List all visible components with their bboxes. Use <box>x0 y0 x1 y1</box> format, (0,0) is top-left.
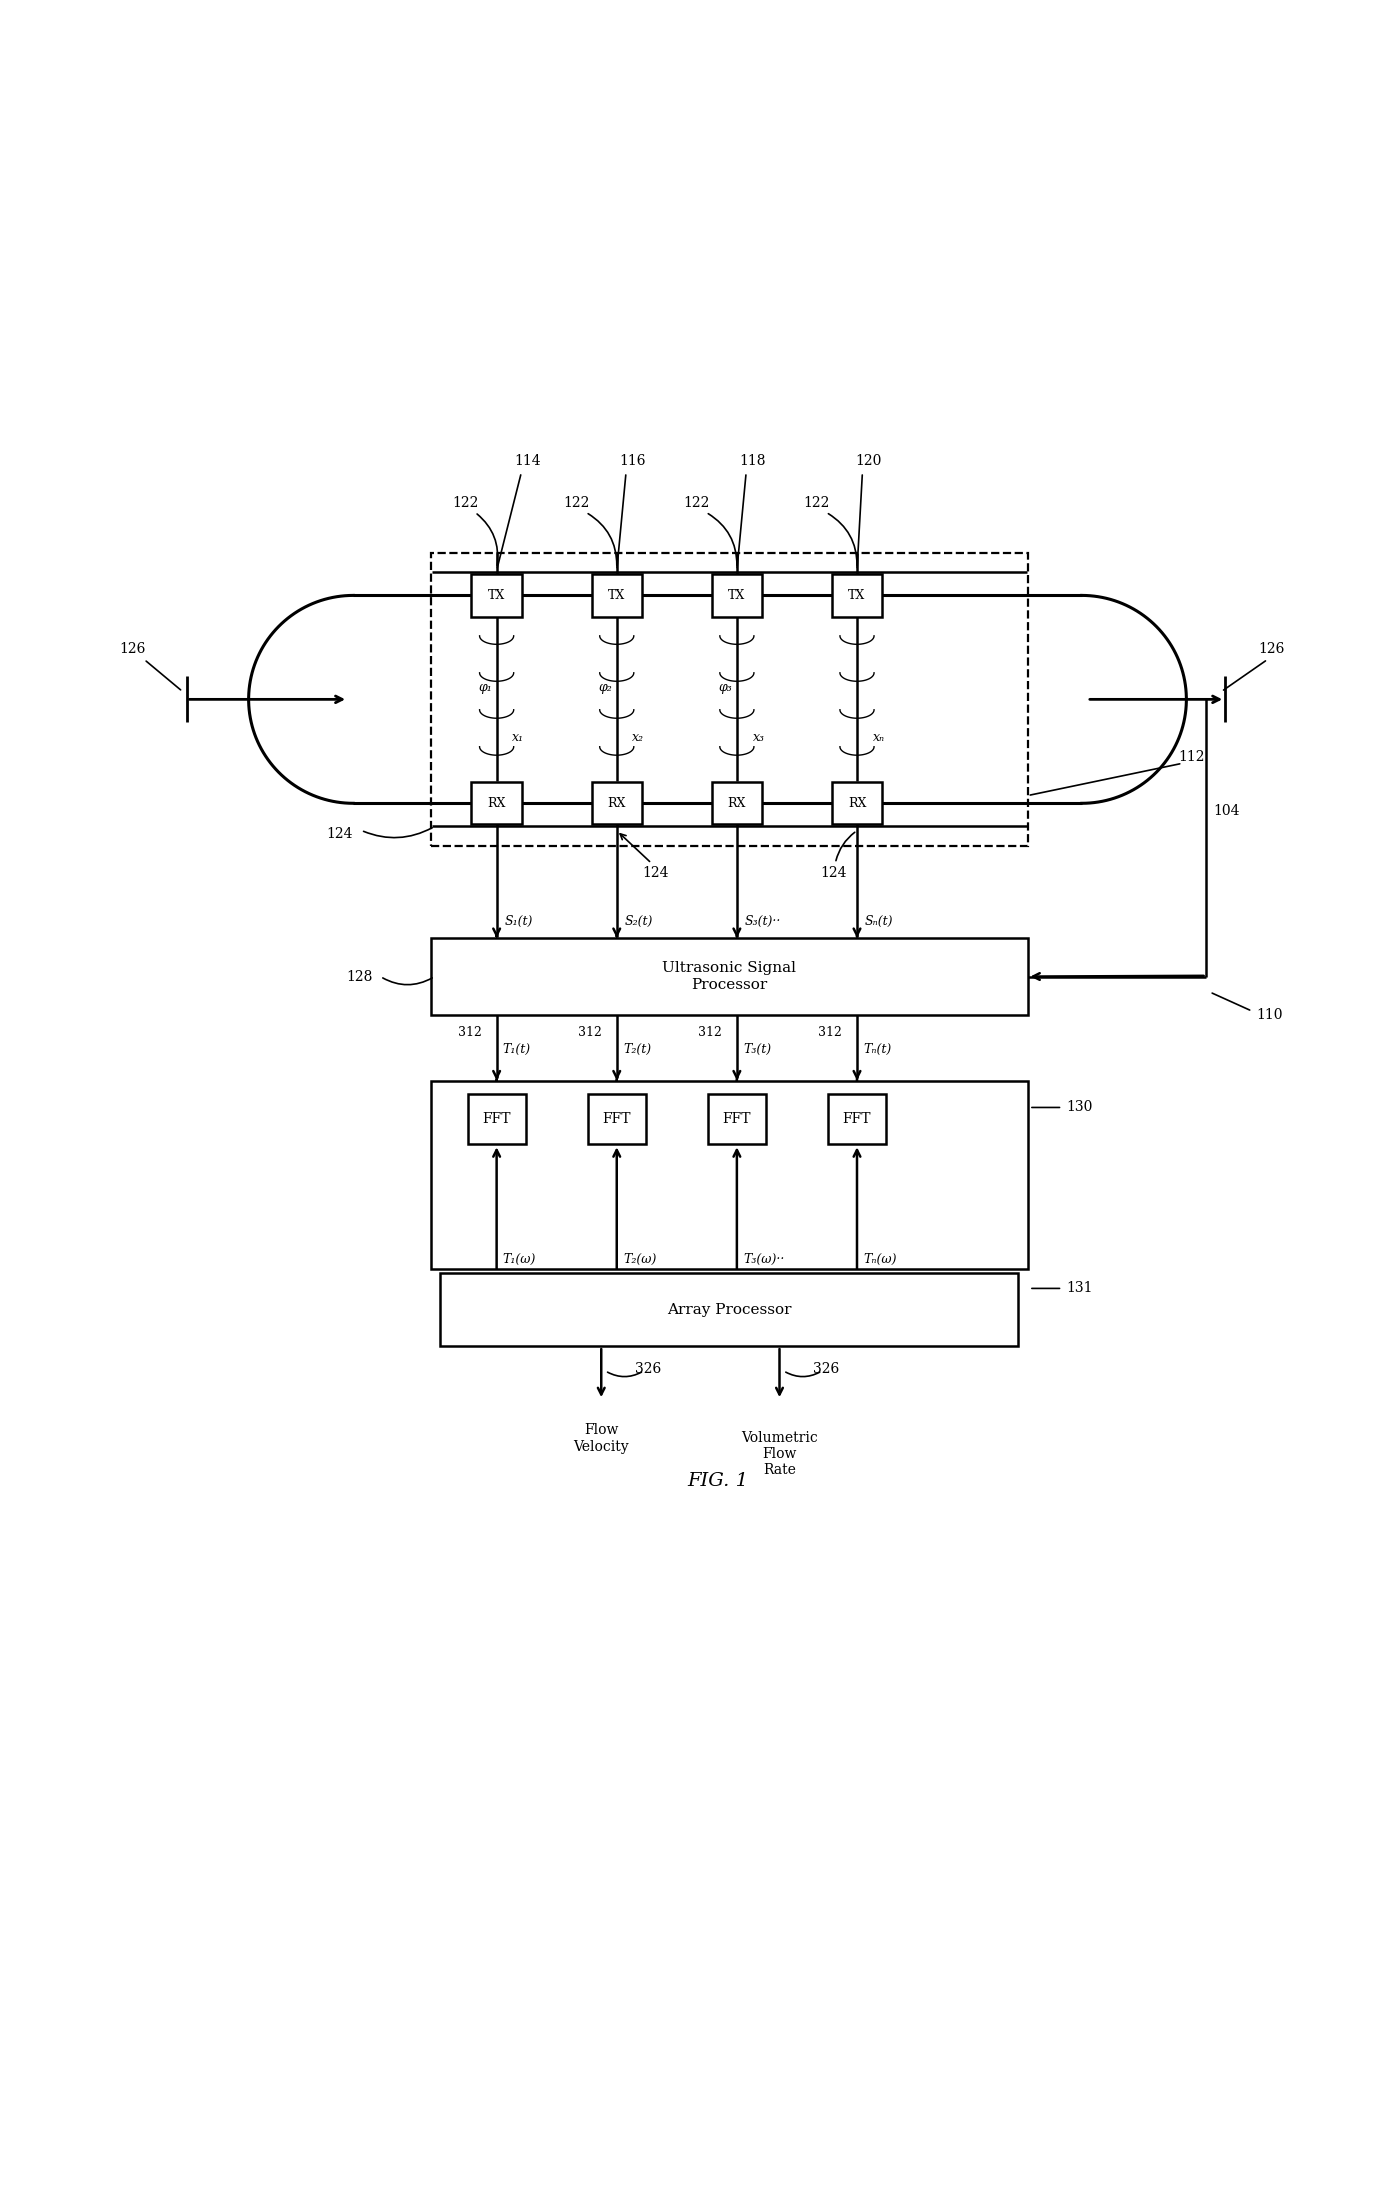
Text: φ₃: φ₃ <box>718 680 732 694</box>
Text: T₂(t): T₂(t) <box>623 1043 651 1056</box>
Bar <box>472 782 522 824</box>
Bar <box>832 782 882 824</box>
Text: 128: 128 <box>346 970 372 983</box>
Bar <box>431 552 1028 846</box>
Bar <box>431 939 1028 1016</box>
Text: 124: 124 <box>643 866 669 879</box>
Text: 312: 312 <box>818 1025 841 1038</box>
Text: 131: 131 <box>1067 1281 1093 1294</box>
Bar <box>588 1093 645 1144</box>
Text: Sₙ(t): Sₙ(t) <box>865 915 893 928</box>
Text: S₃(t)··: S₃(t)·· <box>745 915 781 928</box>
Text: 126: 126 <box>1259 643 1285 656</box>
Text: FFT: FFT <box>843 1113 871 1127</box>
Text: 312: 312 <box>697 1025 721 1038</box>
Text: x₃: x₃ <box>753 731 764 744</box>
Bar <box>440 1272 1018 1345</box>
Text: 130: 130 <box>1067 1100 1092 1116</box>
Text: x₁: x₁ <box>512 731 525 744</box>
Text: 122: 122 <box>683 497 710 510</box>
Text: φ₂: φ₂ <box>598 680 612 694</box>
Text: 124: 124 <box>326 826 353 842</box>
Text: 326: 326 <box>813 1363 839 1376</box>
Text: φ₁: φ₁ <box>479 680 491 694</box>
Text: Tₙ(t): Tₙ(t) <box>864 1043 892 1056</box>
Text: Tₙ(ω): Tₙ(ω) <box>864 1253 897 1266</box>
Bar <box>592 574 643 616</box>
Text: 122: 122 <box>452 497 479 510</box>
Bar <box>832 574 882 616</box>
Bar <box>711 574 762 616</box>
Text: 122: 122 <box>563 497 589 510</box>
Text: T₃(ω)··: T₃(ω)·· <box>743 1253 784 1266</box>
Bar <box>711 782 762 824</box>
Text: RX: RX <box>487 797 505 811</box>
Bar <box>472 574 522 616</box>
Text: 104: 104 <box>1214 804 1240 817</box>
Text: TX: TX <box>728 590 745 601</box>
Text: Flow
Velocity: Flow Velocity <box>574 1423 629 1454</box>
Text: TX: TX <box>489 590 505 601</box>
Text: T₃(t): T₃(t) <box>743 1043 771 1056</box>
Text: TX: TX <box>848 590 865 601</box>
Text: xₙ: xₙ <box>872 731 885 744</box>
Text: Array Processor: Array Processor <box>666 1303 791 1317</box>
Text: 112: 112 <box>1179 751 1205 764</box>
Bar <box>468 1093 525 1144</box>
Text: 126: 126 <box>119 643 146 656</box>
Text: T₁(ω): T₁(ω) <box>503 1253 536 1266</box>
Text: 110: 110 <box>1256 1007 1282 1023</box>
Text: TX: TX <box>608 590 626 601</box>
Bar <box>592 782 643 824</box>
Text: FIG. 1: FIG. 1 <box>687 1471 748 1489</box>
Text: T₂(ω): T₂(ω) <box>623 1253 657 1266</box>
Text: FFT: FFT <box>722 1113 752 1127</box>
Text: RX: RX <box>608 797 626 811</box>
Text: 124: 124 <box>820 866 847 879</box>
Text: S₂(t): S₂(t) <box>624 915 652 928</box>
Text: 118: 118 <box>739 453 766 468</box>
Text: FFT: FFT <box>483 1113 511 1127</box>
Text: x₂: x₂ <box>633 731 644 744</box>
Text: 120: 120 <box>855 453 882 468</box>
Bar <box>827 1093 886 1144</box>
Text: S₁(t): S₁(t) <box>504 915 533 928</box>
Text: 312: 312 <box>578 1025 602 1038</box>
Text: FFT: FFT <box>602 1113 631 1127</box>
Bar <box>431 1080 1028 1270</box>
Text: Volumetric
Flow
Rate: Volumetric Flow Rate <box>741 1431 818 1478</box>
Text: 114: 114 <box>514 453 540 468</box>
Text: 116: 116 <box>619 453 645 468</box>
Text: RX: RX <box>728 797 746 811</box>
Bar <box>708 1093 766 1144</box>
Text: 312: 312 <box>458 1025 482 1038</box>
Text: 326: 326 <box>634 1363 661 1376</box>
Text: Ultrasonic Signal
Processor: Ultrasonic Signal Processor <box>662 961 797 992</box>
Text: RX: RX <box>848 797 867 811</box>
Text: T₁(t): T₁(t) <box>503 1043 531 1056</box>
Text: 122: 122 <box>804 497 830 510</box>
